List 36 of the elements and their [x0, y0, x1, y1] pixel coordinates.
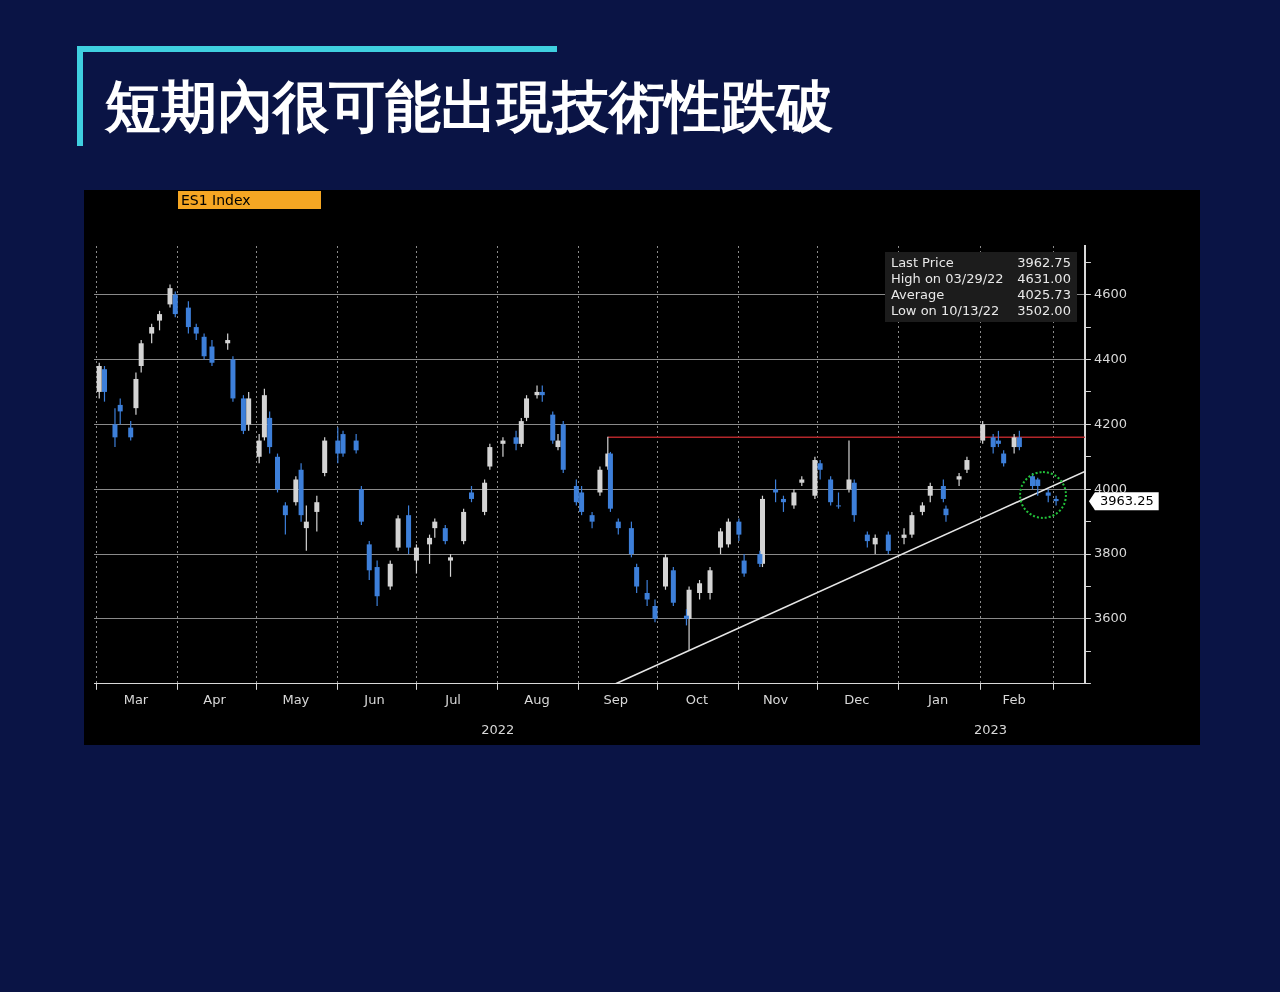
chart-subtitle: ES1 Index: [178, 191, 321, 209]
y-tick-label: 4400: [1093, 350, 1128, 366]
x-tick-label: May: [282, 691, 310, 707]
candlestick: [943, 505, 949, 522]
x-tick-label: Nov: [762, 691, 789, 707]
y-tick-label: 4200: [1093, 415, 1128, 431]
y-tick-label: 3600: [1093, 610, 1128, 626]
x-tick-label: Jun: [363, 691, 385, 707]
candlestick: [500, 437, 506, 457]
x-tick-label: Apr: [203, 691, 227, 707]
x-tick-label: Jul: [444, 691, 461, 707]
candlestick: [513, 430, 519, 451]
y-tick-label: 4600: [1093, 286, 1128, 302]
x2-tick-label: 2023: [974, 721, 1008, 737]
text: Last Price 3962.75: [890, 255, 1071, 270]
candlestick: [901, 528, 907, 545]
text: Low on 10/13/22 3502.00: [890, 303, 1071, 318]
candlestick: [846, 440, 852, 493]
candlestick: [555, 434, 561, 451]
y-tick-label: 3800: [1093, 545, 1128, 561]
x-tick-label: Aug: [524, 691, 550, 707]
x-tick-label: Oct: [685, 691, 709, 707]
candlestick: [956, 473, 962, 486]
candlestick: [534, 385, 540, 399]
x-tick-label: Jan: [927, 691, 949, 707]
x-tick-label: Dec: [844, 691, 870, 707]
x-tick-label: Feb: [1002, 691, 1026, 707]
x-tick-label: Sep: [603, 691, 628, 707]
candlestick: [1053, 495, 1059, 506]
chart-title: 短期內很可能出現技術性跌破: [105, 73, 833, 141]
text: Average 4025.73: [890, 287, 1071, 302]
annotation: High on 03/29/22 4631.00: [890, 271, 1071, 287]
x-tick-label: Mar: [123, 691, 149, 707]
x2-tick-label: 2022: [481, 721, 515, 737]
candlestick: [589, 511, 595, 529]
candlestick: [112, 408, 118, 448]
